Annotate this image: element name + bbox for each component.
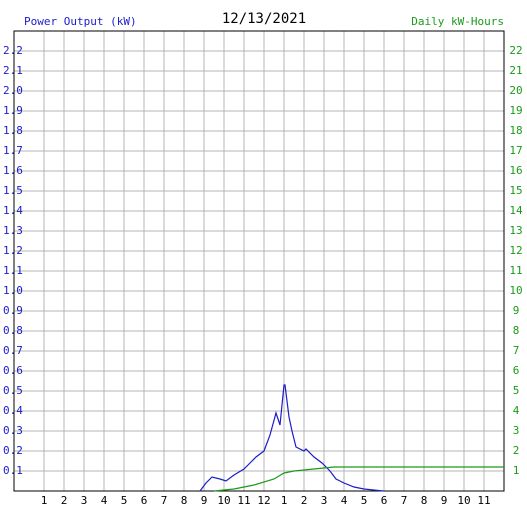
y2-axis-label: Daily kW-Hours bbox=[411, 15, 504, 28]
y2-tick-label: 4 bbox=[513, 404, 520, 417]
y-tick-label: 2.1 bbox=[3, 64, 23, 77]
y-tick-label: 1.2 bbox=[3, 244, 23, 257]
x-tick-label: 6 bbox=[381, 494, 388, 507]
x-tick-label: 11 bbox=[237, 494, 250, 507]
y2-tick-label: 9 bbox=[513, 304, 520, 317]
y2-tick-label: 15 bbox=[509, 184, 522, 197]
y-tick-label: 0.3 bbox=[3, 424, 23, 437]
y2-tick-label: 18 bbox=[509, 124, 522, 137]
x-tick-label: 7 bbox=[401, 494, 408, 507]
x-tick-label: 5 bbox=[361, 494, 368, 507]
y-axis-label: Power Output (kW) bbox=[24, 15, 137, 28]
y-tick-label: 1.6 bbox=[3, 164, 23, 177]
x-tick-label: 7 bbox=[161, 494, 168, 507]
y2-tick-label: 11 bbox=[509, 264, 522, 277]
y-tick-label: 1.5 bbox=[3, 184, 23, 197]
y2-tick-label: 20 bbox=[509, 84, 522, 97]
y-tick-label: 0.8 bbox=[3, 324, 23, 337]
x-tick-label: 10 bbox=[457, 494, 470, 507]
y2-tick-label: 16 bbox=[509, 164, 522, 177]
x-tick-label: 2 bbox=[301, 494, 308, 507]
y-tick-label: 0.5 bbox=[3, 384, 23, 397]
y-tick-label: 2.0 bbox=[3, 84, 23, 97]
y-tick-label: 0.9 bbox=[3, 304, 23, 317]
y-tick-label: 1.7 bbox=[3, 144, 23, 157]
x-tick-label: 4 bbox=[341, 494, 348, 507]
x-tick-label: 8 bbox=[181, 494, 188, 507]
y-tick-label: 0.7 bbox=[3, 344, 23, 357]
y2-tick-label: 22 bbox=[509, 44, 522, 57]
x-tick-label: 5 bbox=[121, 494, 128, 507]
chart-title: 12/13/2021 bbox=[222, 11, 306, 27]
y-tick-label: 0.1 bbox=[3, 464, 23, 477]
x-tick-label: 2 bbox=[61, 494, 68, 507]
y2-tick-label: 8 bbox=[513, 324, 520, 337]
y2-tick-label: 6 bbox=[513, 364, 520, 377]
y-tick-label: 1.1 bbox=[3, 264, 23, 277]
x-tick-label: 10 bbox=[217, 494, 230, 507]
y-tick-label: 1.9 bbox=[3, 104, 23, 117]
x-tick-label: 12 bbox=[257, 494, 270, 507]
y-tick-label: 1.0 bbox=[3, 284, 23, 297]
y2-tick-label: 12 bbox=[509, 244, 522, 257]
x-tick-label: 9 bbox=[441, 494, 448, 507]
y-tick-label: 0.4 bbox=[3, 404, 23, 417]
y2-tick-label: 5 bbox=[513, 384, 520, 397]
x-tick-label: 9 bbox=[201, 494, 208, 507]
x-tick-label: 8 bbox=[421, 494, 428, 507]
y2-tick-label: 7 bbox=[513, 344, 520, 357]
y-tick-label: 1.8 bbox=[3, 124, 23, 137]
y2-tick-label: 21 bbox=[509, 64, 522, 77]
line-series bbox=[199, 384, 385, 492]
line-series bbox=[213, 466, 504, 492]
y-tick-label: 0.6 bbox=[3, 364, 23, 377]
y-tick-label: 1.3 bbox=[3, 224, 23, 237]
x-tick-label: 1 bbox=[281, 494, 288, 507]
y2-tick-label: 2 bbox=[513, 444, 520, 457]
x-tick-label: 3 bbox=[81, 494, 88, 507]
x-tick-label: 1 bbox=[41, 494, 48, 507]
y2-tick-label: 3 bbox=[513, 424, 520, 437]
y2-tick-label: 17 bbox=[509, 144, 522, 157]
x-tick-label: 11 bbox=[477, 494, 490, 507]
y-tick-label: 0.2 bbox=[3, 444, 23, 457]
y2-tick-label: 1 bbox=[513, 464, 520, 477]
x-tick-label: 6 bbox=[141, 494, 148, 507]
y2-tick-label: 13 bbox=[509, 224, 522, 237]
y2-tick-label: 10 bbox=[509, 284, 522, 297]
x-tick-label: 3 bbox=[321, 494, 328, 507]
y-tick-label: 1.4 bbox=[3, 204, 23, 217]
y2-tick-label: 14 bbox=[509, 204, 523, 217]
plot-frame bbox=[13, 30, 505, 492]
x-tick-label: 4 bbox=[101, 494, 108, 507]
y2-tick-label: 19 bbox=[509, 104, 522, 117]
y-tick-label: 2.2 bbox=[3, 44, 23, 57]
